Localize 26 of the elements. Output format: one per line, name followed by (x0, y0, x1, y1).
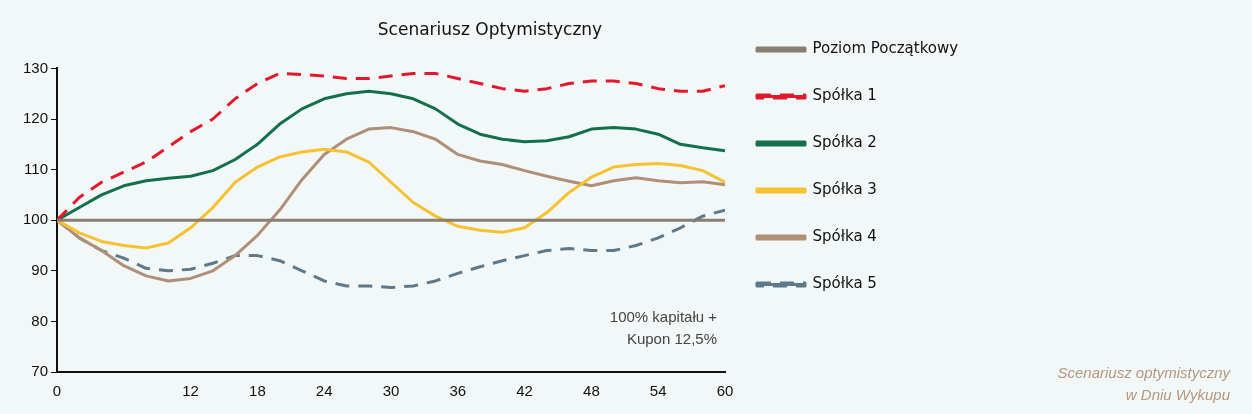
y-tick-label: 120 (23, 109, 49, 127)
x-tick-label: 48 (583, 382, 600, 400)
legend-label: Spółka 3 (812, 180, 877, 199)
x-tick-label: 24 (315, 382, 333, 400)
legend-label: Spółka 1 (812, 86, 877, 105)
legend-label: Spółka 5 (812, 274, 877, 293)
x-tick-label: 0 (52, 382, 62, 400)
x-tick-label: 54 (649, 382, 667, 400)
y-tick-label: 110 (24, 159, 49, 177)
legend-label: Spółka 4 (812, 227, 877, 246)
x-tick-label: 42 (516, 382, 533, 400)
x-tick-label: 12 (182, 382, 199, 400)
x-tick-label: 36 (449, 382, 467, 400)
annotation: 100% kapitału + Kupon 12,5% (609, 308, 718, 347)
legend-label: Poziom Początkowy (812, 39, 959, 58)
x-tick-label: 30 (382, 382, 400, 400)
y-tick-label: 90 (31, 260, 49, 278)
chart-title: Scenariusz Optymistyczny (377, 18, 603, 39)
y-tick-label: 80 (31, 311, 49, 329)
y-tick-label: 130 (23, 58, 49, 76)
legend-label: Spółka 2 (812, 133, 877, 152)
text: Scenariusz optymistyczny w Dniu Wykupu (1057, 363, 1230, 405)
x-tick-label: 60 (716, 382, 734, 400)
y-tick-label: 100 (23, 210, 49, 228)
y-tick-label: 70 (31, 362, 49, 380)
x-tick-label: 18 (249, 382, 266, 400)
